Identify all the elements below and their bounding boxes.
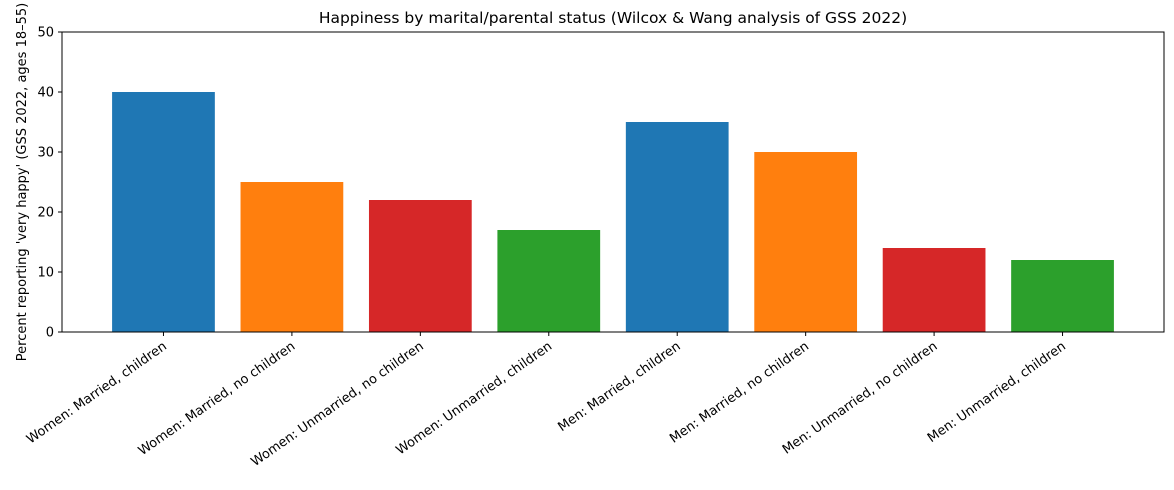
y-tick-label: 20 [37, 206, 54, 221]
bar [882, 248, 986, 332]
y-tick-label: 30 [37, 146, 54, 161]
x-tick-label: Men: Married, children [555, 339, 683, 435]
x-tick-label: Men: Unmarried, children [925, 339, 1069, 446]
y-axis-label: Percent reporting 'very happy' (GSS 2022… [15, 3, 30, 361]
bar [497, 230, 601, 332]
plot-frame [61, 31, 1165, 333]
bar [368, 200, 472, 332]
y-tick-label: 10 [37, 266, 54, 281]
x-tick-label: Women: Married, children [24, 339, 170, 447]
bar [625, 122, 729, 332]
y-tick-label: 40 [37, 86, 54, 101]
chart-title: Happiness by marital/parental status (Wi… [319, 9, 907, 27]
bar [1011, 260, 1114, 332]
y-tick-label: 50 [37, 26, 54, 41]
x-tick-label: Men: Married, no children [667, 339, 812, 447]
y-tick-label: 0 [46, 326, 54, 341]
bar [112, 92, 215, 332]
bar [240, 182, 344, 332]
bar [754, 152, 858, 332]
